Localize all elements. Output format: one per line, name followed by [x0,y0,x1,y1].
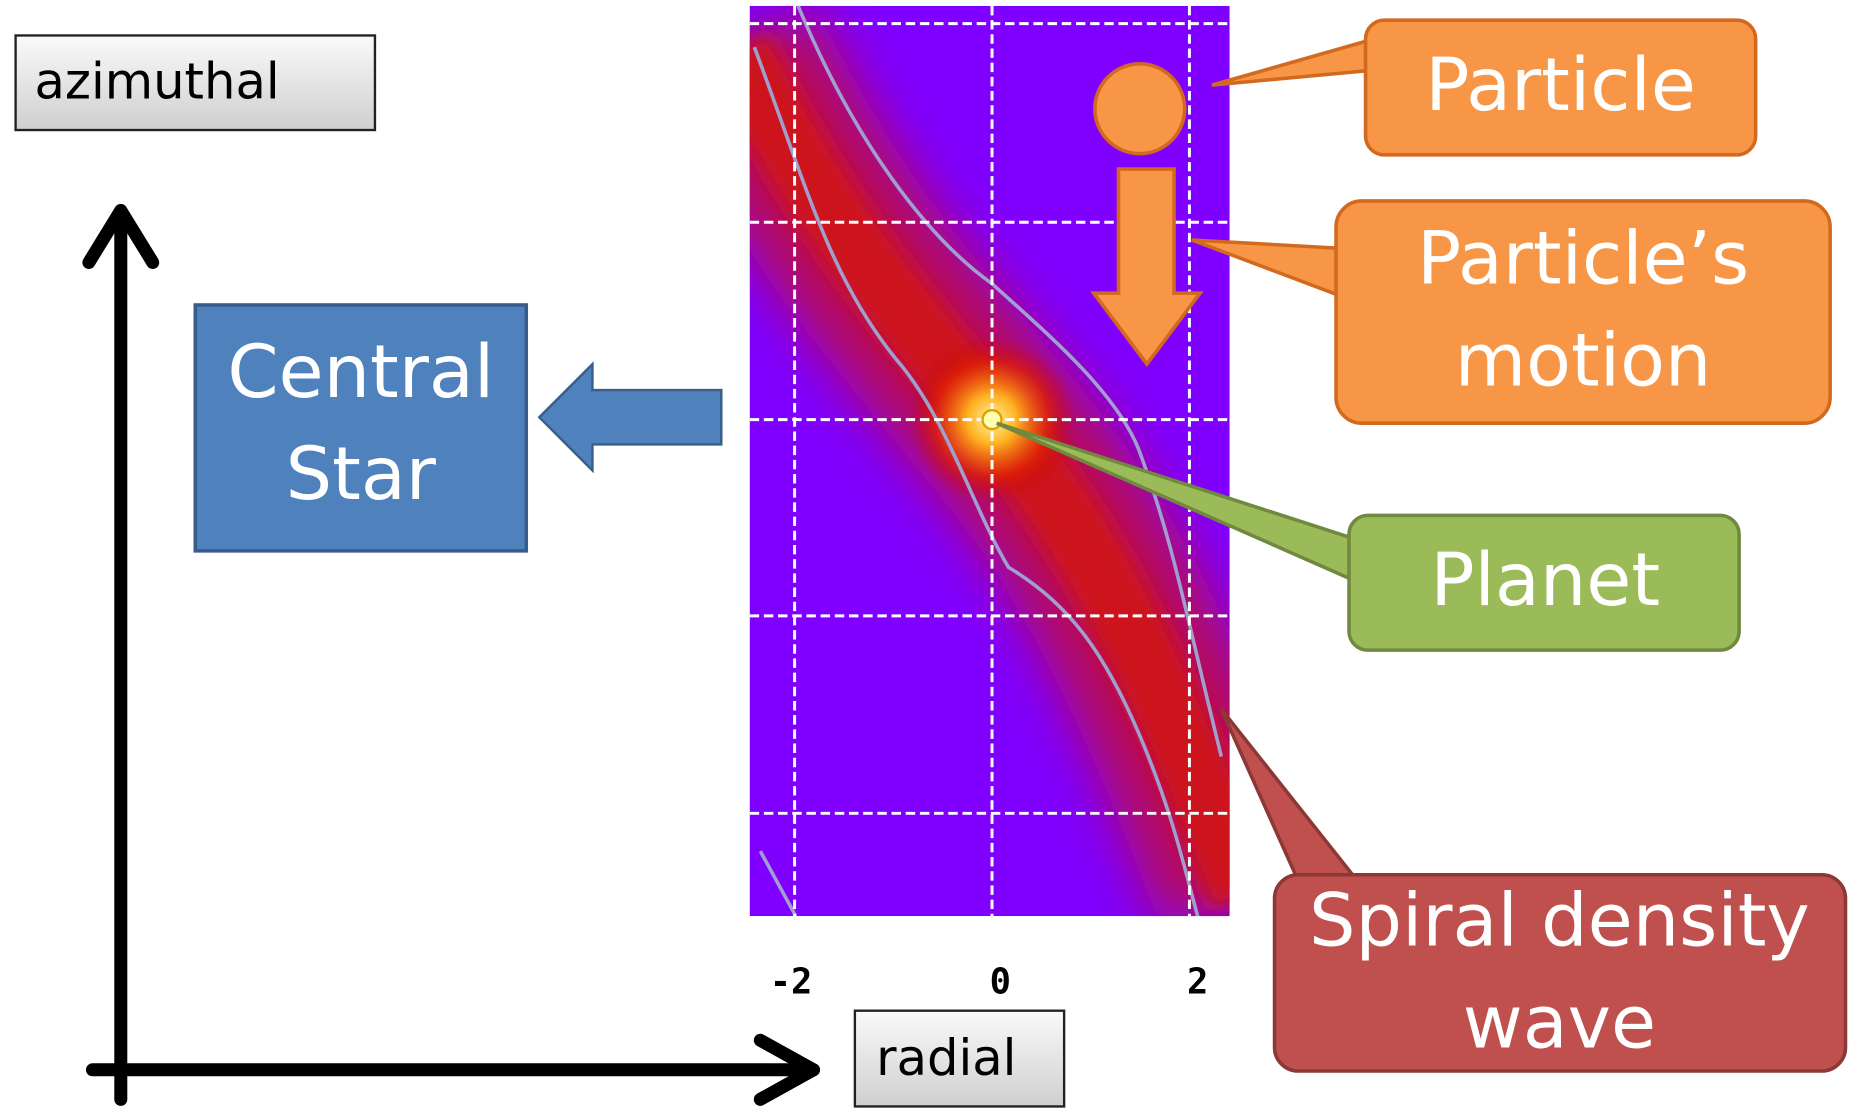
callout-text: Particle [1425,43,1696,128]
diagram: azimuthal radial -2 0 2 Central Star Particle Pa… [0,0,1854,1110]
page: azimuthal radial -2 0 2 Central Star Particle Pa… [0,0,1854,1110]
callout-text: Planet [1430,538,1660,623]
callout-pointer [1212,41,1366,85]
callout-text: motion [1455,318,1712,403]
callout-text: Central [227,330,494,415]
callout-text: Star [286,432,437,517]
callout-pointer [1221,709,1357,880]
callout-text: Particle’s [1417,217,1749,302]
callout-text: wave [1463,980,1656,1065]
axis-label: azimuthal [35,53,280,111]
particle [1095,64,1185,154]
tick-label: 0 [990,962,1011,1003]
arrow [539,364,721,470]
tick-label: 2 [1187,962,1208,1003]
callout-text: Spiral density [1309,879,1810,964]
axis-label: radial [876,1029,1016,1087]
tick-label: -2 [770,962,813,1003]
